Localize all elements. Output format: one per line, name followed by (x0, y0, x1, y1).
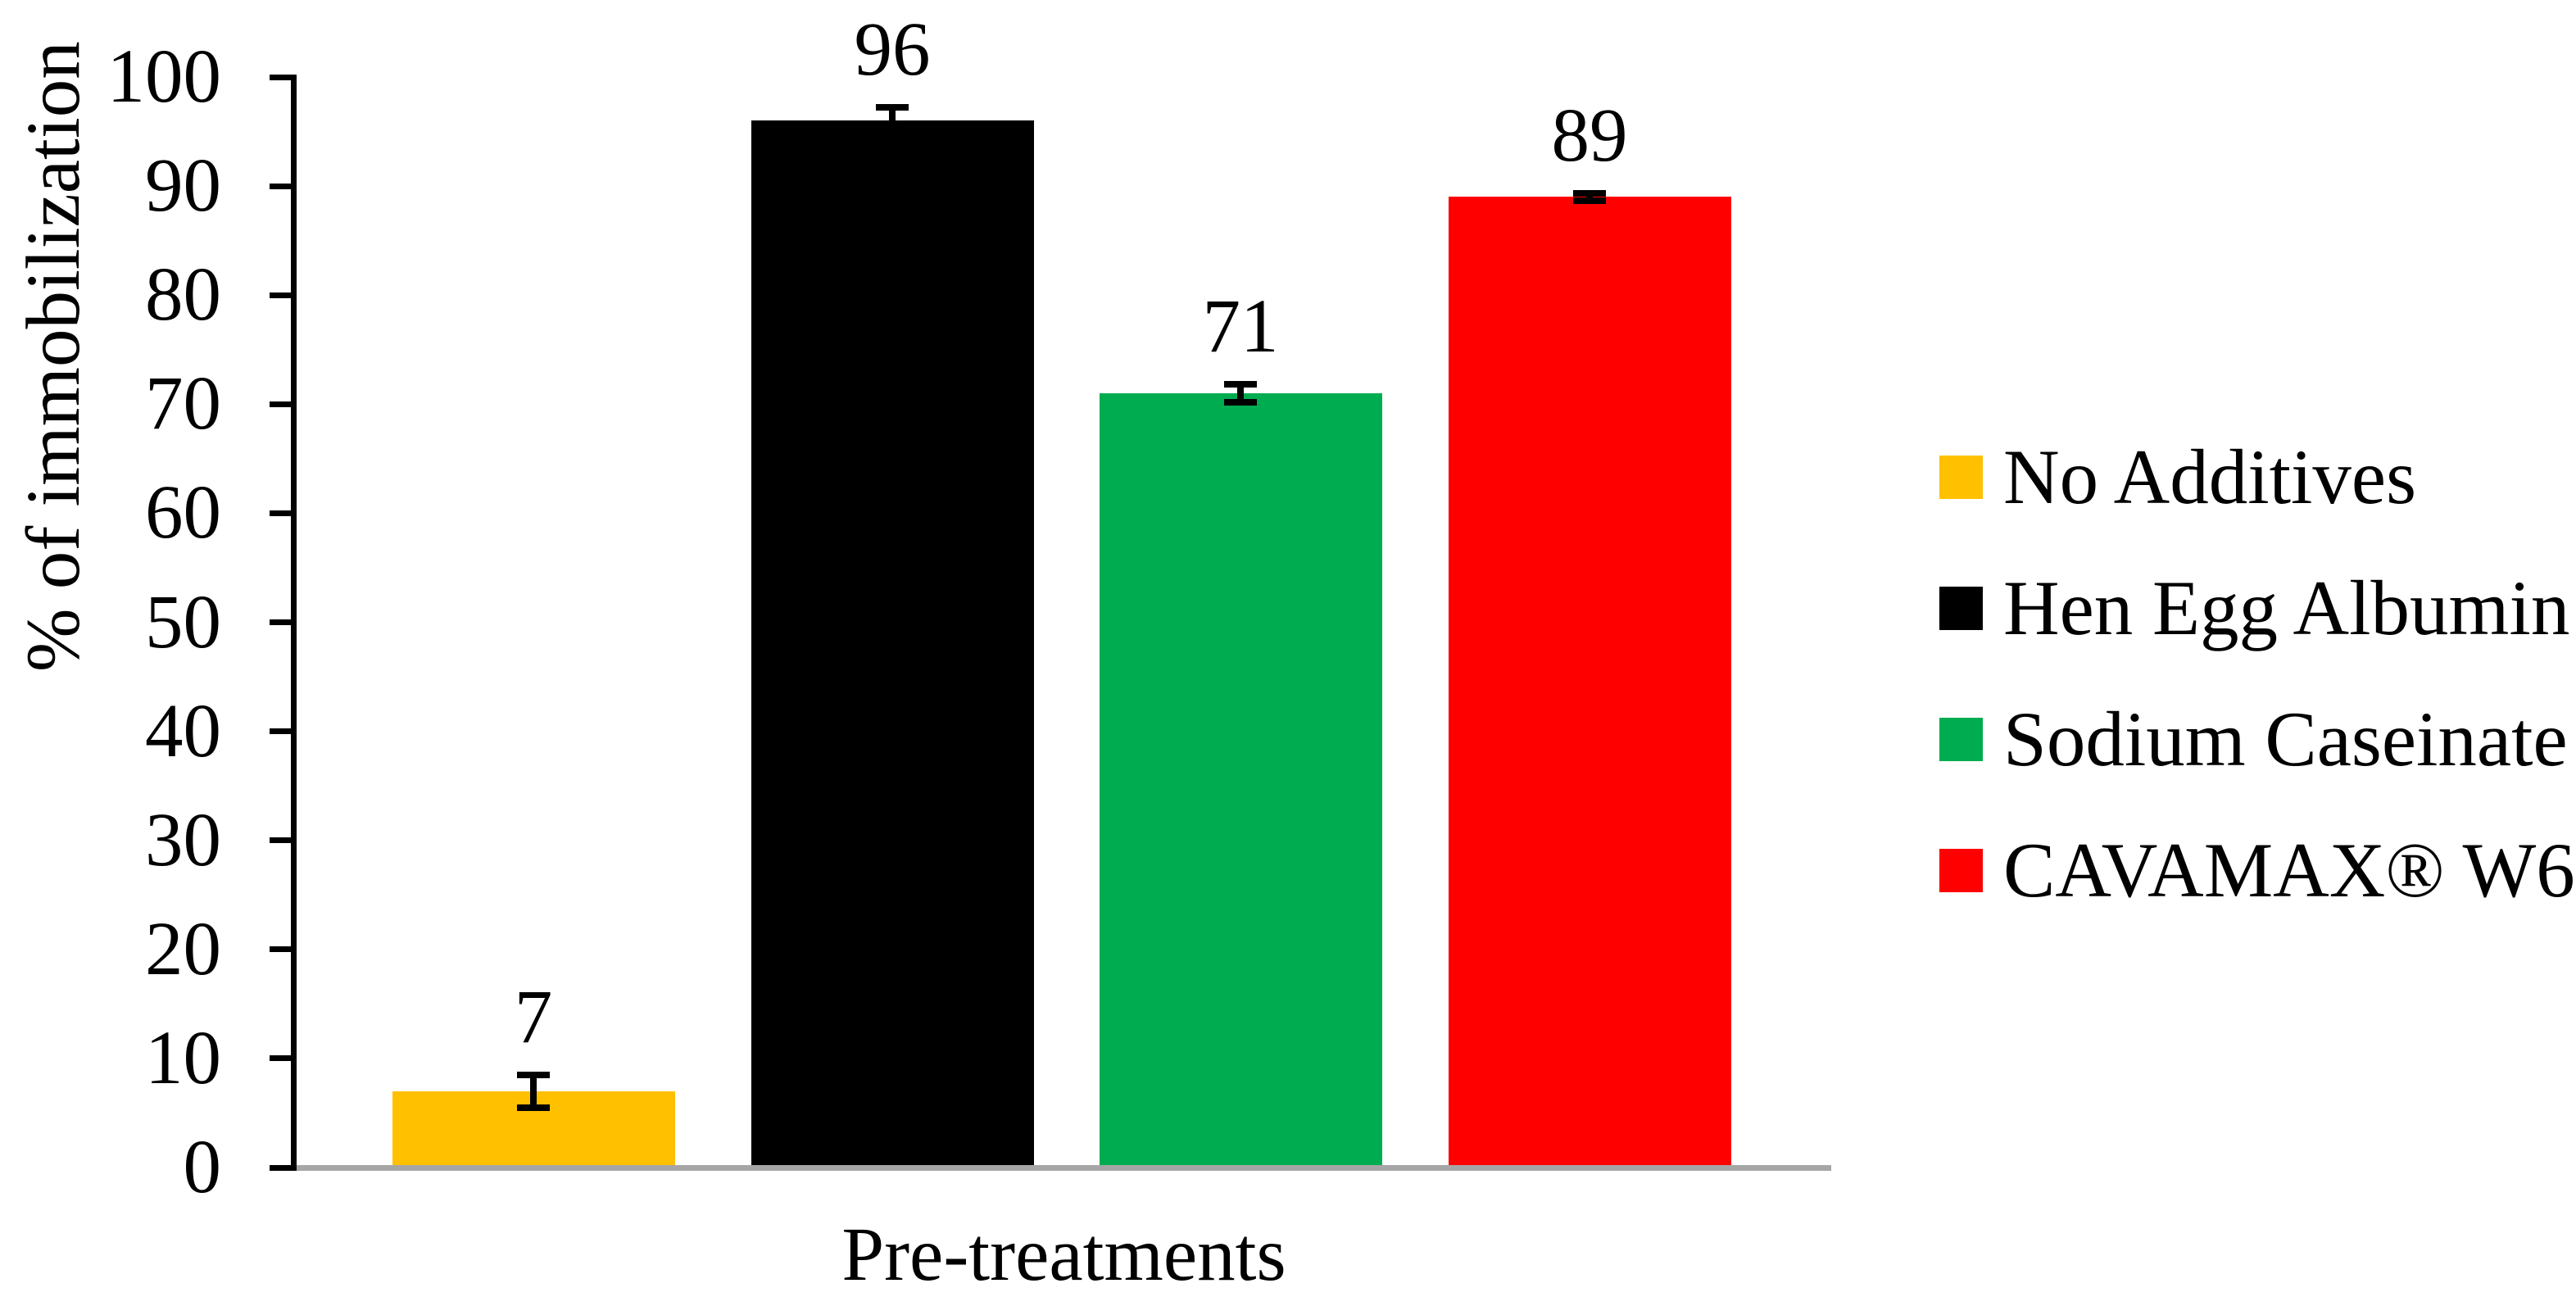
plot-area: 0 10 20 30 40 50 60 70 80 90 100 7 96 71 89 (107, 7, 1831, 1209)
y-tick-mark (270, 510, 297, 516)
legend-label: Hen Egg Albumin (2003, 565, 2570, 651)
y-tick-mark (270, 401, 297, 407)
legend-item-hen-egg-albumin: Hen Egg Albumin (1939, 563, 2569, 653)
legend-swatch-cavamax-w6 (1939, 848, 1983, 892)
y-tick-label: 30 (145, 797, 221, 882)
error-bar-stem (530, 1074, 537, 1108)
error-bar-stem (1237, 384, 1244, 402)
y-tick-mark (270, 946, 297, 953)
x-axis-title: Pre-treatments (841, 1213, 1286, 1297)
error-bar (876, 104, 909, 138)
y-tick-label: 90 (145, 143, 221, 229)
y-tick-label: 20 (145, 906, 221, 991)
y-tick-mark (270, 837, 297, 844)
error-bar-stem (889, 107, 896, 134)
y-tick-label: 10 (145, 1015, 221, 1100)
bar-cavamax-w6 (1448, 197, 1731, 1168)
legend-item-sodium-caseinate: Sodium Caseinate (1939, 694, 2568, 784)
bar-value-label: 96 (854, 7, 931, 93)
y-tick-mark (270, 1164, 297, 1171)
legend-label: CAVAMAX® W6 (2003, 827, 2575, 914)
y-tick-mark (270, 1055, 297, 1062)
legend-label: Sodium Caseinate (2003, 696, 2568, 782)
error-bar-bottom-cap (1573, 197, 1606, 205)
error-bar (1224, 381, 1257, 406)
legend-swatch-sodium-caseinate (1939, 717, 1983, 761)
y-tick-label: 40 (145, 688, 221, 773)
error-bar-stem (1586, 193, 1593, 202)
y-tick-label: 50 (145, 579, 221, 664)
legend-swatch-hen-egg-albumin (1939, 586, 1983, 630)
y-tick-label: 100 (107, 34, 222, 119)
y-tick-mark (270, 74, 297, 80)
legend-item-cavamax-w6: CAVAMAX® W6 (1939, 825, 2575, 915)
bar-value-label: 71 (1202, 284, 1279, 370)
y-tick-mark (270, 728, 297, 735)
bar-value-label: 7 (514, 974, 553, 1059)
y-tick-mark (270, 619, 297, 625)
y-tick-label: 80 (145, 252, 221, 338)
legend-label: No Additives (2003, 433, 2417, 520)
bar-hen-egg-albumin (751, 120, 1034, 1168)
error-bar (517, 1071, 550, 1111)
bar-value-label: 89 (1551, 93, 1628, 178)
x-axis-line (297, 1165, 1831, 1171)
error-bar-bottom-cap (1224, 398, 1257, 406)
legend-swatch-no-additives (1939, 455, 1983, 499)
y-tick-mark (270, 292, 297, 298)
y-tick-label: 0 (183, 1125, 222, 1209)
error-bar (1573, 189, 1606, 205)
error-bar-bottom-cap (876, 130, 909, 138)
legend-item-no-additives: No Additives (1939, 432, 2416, 522)
bar-sodium-caseinate (1099, 392, 1382, 1168)
y-tick-mark (270, 183, 297, 189)
error-bar-bottom-cap (517, 1104, 550, 1111)
y-tick-label: 70 (145, 361, 221, 447)
y-tick-label: 60 (145, 470, 221, 556)
